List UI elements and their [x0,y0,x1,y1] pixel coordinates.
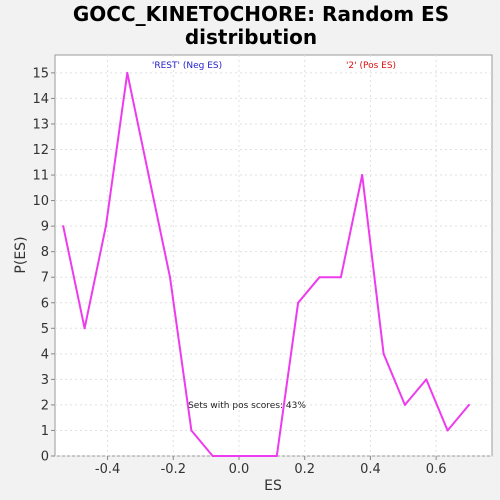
y-tick-label: 13 [32,117,49,132]
data-point [361,174,364,177]
data-point [147,174,150,177]
data-point [468,403,470,406]
chart-title-line2: distribution [185,25,317,49]
data-point [318,276,321,279]
series-line [62,71,470,457]
x-tick-label: 0.6 [426,462,447,477]
y-axis-label: P(ES) [13,236,29,273]
y-tick-label: 14 [32,92,49,107]
x-tick-label: 0.0 [229,462,250,477]
y-tick-label: 5 [41,322,49,337]
data-point [83,327,86,330]
chart-title-line1: GOCC_KINETOCHORE: Random ES [73,2,449,26]
data-point [254,455,257,457]
x-tick-label: -0.4 [95,462,120,477]
pos-es-label: '2' (Pos ES) [346,61,396,71]
y-tick-label: 10 [32,194,49,209]
data-point [425,378,428,381]
grid-lines [55,55,492,457]
y-tick-label: 7 [41,271,49,286]
y-tick-label: 4 [41,347,49,362]
data-point [339,276,342,279]
y-tick-label: 6 [41,296,49,311]
x-axis-ticks: -0.4 -0.2 0.0 0.2 0.4 0.6 [95,456,447,477]
data-point [382,352,385,355]
y-tick-label: 1 [41,424,49,439]
data-point [169,276,171,279]
neg-es-label: 'REST' (Neg ES) [152,61,222,71]
data-point [275,455,278,457]
series-group [62,71,470,457]
data-point [233,455,236,457]
x-axis-label: ES [264,478,282,494]
y-tick-label: 11 [32,169,49,184]
data-point [62,225,65,228]
y-tick-label: 3 [41,373,49,388]
data-point [211,455,214,457]
sets-pos-scores-label: Sets with pos scores: 43% [188,401,306,411]
y-tick-label: 9 [41,220,49,235]
x-tick-label: -0.2 [161,462,186,477]
data-point [297,301,300,304]
y-tick-label: 0 [41,450,49,465]
y-tick-label: 8 [41,245,49,260]
y-tick-label: 15 [32,66,49,81]
data-point [126,71,129,74]
x-tick-label: 0.4 [360,462,381,477]
data-point [190,429,193,432]
x-tick-label: 0.2 [294,462,315,477]
data-point [446,429,449,432]
data-point [104,225,107,228]
data-point [403,403,406,406]
y-tick-label: 12 [32,143,49,158]
y-tick-label: 2 [41,398,49,413]
